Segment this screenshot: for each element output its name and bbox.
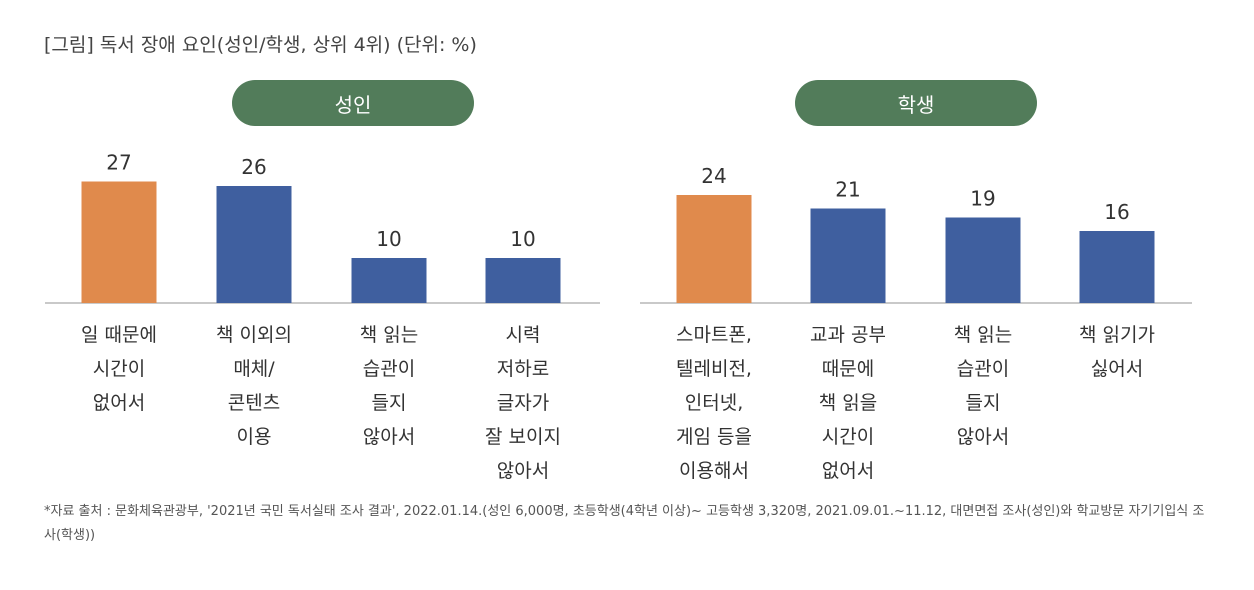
adult-bar-1 (81, 181, 157, 303)
student-category-label-1: 스마트폰, 텔레비전, 인터넷, 게임 등을 이용해서 (676, 324, 752, 482)
student-category-label-2: 교과 공부 때문에 책 읽을 시간이 없어서 (810, 324, 886, 482)
adult-value-label-2: 26 (241, 155, 266, 179)
student-value-label-1: 24 (701, 164, 726, 188)
adult-panel-title: 성인 (232, 80, 474, 126)
student-category-label-3: 책 읽는 습관이 들지 않아서 (953, 324, 1013, 448)
adult-bar-3 (351, 258, 427, 303)
student-value-label-2: 21 (835, 178, 860, 202)
student-bar-4 (1079, 231, 1155, 303)
adult-value-label-4: 10 (510, 227, 535, 251)
adult-value-label-3: 10 (376, 227, 401, 251)
adult-bar-4 (485, 258, 561, 303)
student-bar-3 (945, 217, 1021, 303)
adult-category-label-2: 책 이외의 매체/ 콘텐츠 이용 (216, 324, 292, 448)
student-value-label-4: 16 (1104, 200, 1129, 224)
adult-category-label-4: 시력 저하로 글자가 잘 보이지 않아서 (485, 324, 561, 482)
source-note: *자료 출처 : 문화체육관광부, '2021년 국민 독서실태 조사 결과',… (44, 504, 1205, 543)
student-category-label-4: 책 읽기가 싫어서 (1079, 324, 1155, 380)
student-bar-1 (676, 195, 752, 303)
figure-title: [그림] 독서 장애 요인(성인/학생, 상위 4위) (단위: %) (44, 34, 477, 56)
adult-category-label-3: 책 읽는 습관이 들지 않아서 (359, 324, 419, 448)
adult-bar-2 (216, 186, 292, 303)
student-value-label-3: 19 (970, 187, 995, 211)
adult-value-label-1: 27 (106, 151, 131, 175)
student-panel-title: 학생 (795, 80, 1037, 126)
adult-category-label-1: 일 때문에 시간이 없어서 (81, 324, 157, 414)
student-bar-2 (810, 208, 886, 303)
